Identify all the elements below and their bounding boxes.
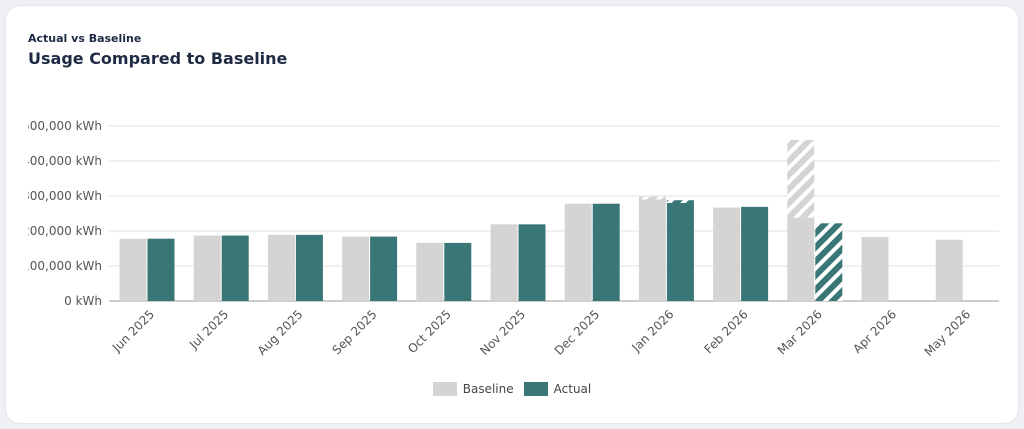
bar-baseline (490, 224, 518, 301)
bar-baseline (713, 207, 741, 301)
bar-actual (741, 206, 769, 301)
x-tick-label: Nov 2025 (477, 307, 528, 358)
legend-swatch-actual (523, 382, 548, 396)
y-tick-label: 100,000 kWh (22, 259, 102, 273)
legend-item-actual[interactable]: Actual (523, 382, 592, 396)
legend-item-baseline[interactable]: Baseline (432, 382, 514, 396)
bar-baseline (861, 236, 889, 301)
x-tick-label: Jul 2025 (186, 307, 231, 352)
y-tick-label: 200,000 kWh (22, 224, 102, 238)
x-tick-label: Sep 2025 (330, 307, 380, 357)
bar-baseline-estimate (638, 196, 666, 200)
legend-label-actual: Actual (553, 382, 592, 396)
chart-title: Usage Compared to Baseline (28, 49, 288, 68)
bar-actual (444, 242, 472, 301)
x-tick-label: Dec 2025 (552, 307, 603, 358)
x-tick-label: Jun 2025 (109, 307, 157, 355)
y-axis: 0 kWh 100,000 kWh 200,000 kWh 300,000 kWh 40… (22, 119, 102, 308)
bar-baseline (638, 199, 666, 301)
chart-card: Actual vs Baseline Usage Compared to Bas… (6, 6, 1018, 423)
y-tick-label: 0 kWh (64, 294, 102, 308)
bar-actual (592, 203, 620, 301)
bar-actual (370, 236, 398, 301)
x-tick-label: Feb 2026 (702, 307, 751, 356)
bar-baseline-estimate (787, 140, 815, 218)
y-tick-label: 300,000 kWh (22, 189, 102, 203)
y-tick-label: 400,000 kWh (22, 154, 102, 168)
legend-label-baseline: Baseline (462, 382, 514, 396)
bar-actual (221, 235, 249, 301)
bar-actual (518, 224, 546, 301)
bar-baseline (416, 242, 444, 301)
bar-actual-estimate (666, 200, 694, 203)
bar-actual (295, 234, 323, 301)
x-tick-label: May 2026 (922, 307, 974, 359)
bar-baseline (119, 238, 147, 301)
x-tick-label: Jan 2026 (629, 307, 677, 355)
x-tick-label: Apr 2026 (850, 307, 899, 356)
chart-legend: Baseline Actual (6, 382, 1018, 396)
bar-baseline (193, 235, 221, 301)
bar-actual (147, 238, 175, 301)
y-tick-label: 500,000 kWh (22, 119, 102, 133)
bar-baseline (267, 234, 295, 301)
bar-baseline (342, 236, 370, 301)
bar-baseline (935, 239, 963, 301)
bar-baseline (787, 217, 815, 301)
x-tick-label: Oct 2025 (405, 307, 454, 356)
bar-chart: 0 kWh 100,000 kWh 200,000 kWh 300,000 kWh 40… (22, 119, 999, 359)
chart-eyebrow: Actual vs Baseline (28, 32, 142, 45)
bar-baseline (564, 203, 592, 301)
bar-actual (666, 203, 694, 301)
x-tick-label: Mar 2026 (775, 307, 825, 357)
legend-swatch-baseline (432, 382, 457, 396)
x-tick-label: Aug 2025 (255, 307, 306, 358)
bar-actual-estimate (815, 223, 843, 301)
